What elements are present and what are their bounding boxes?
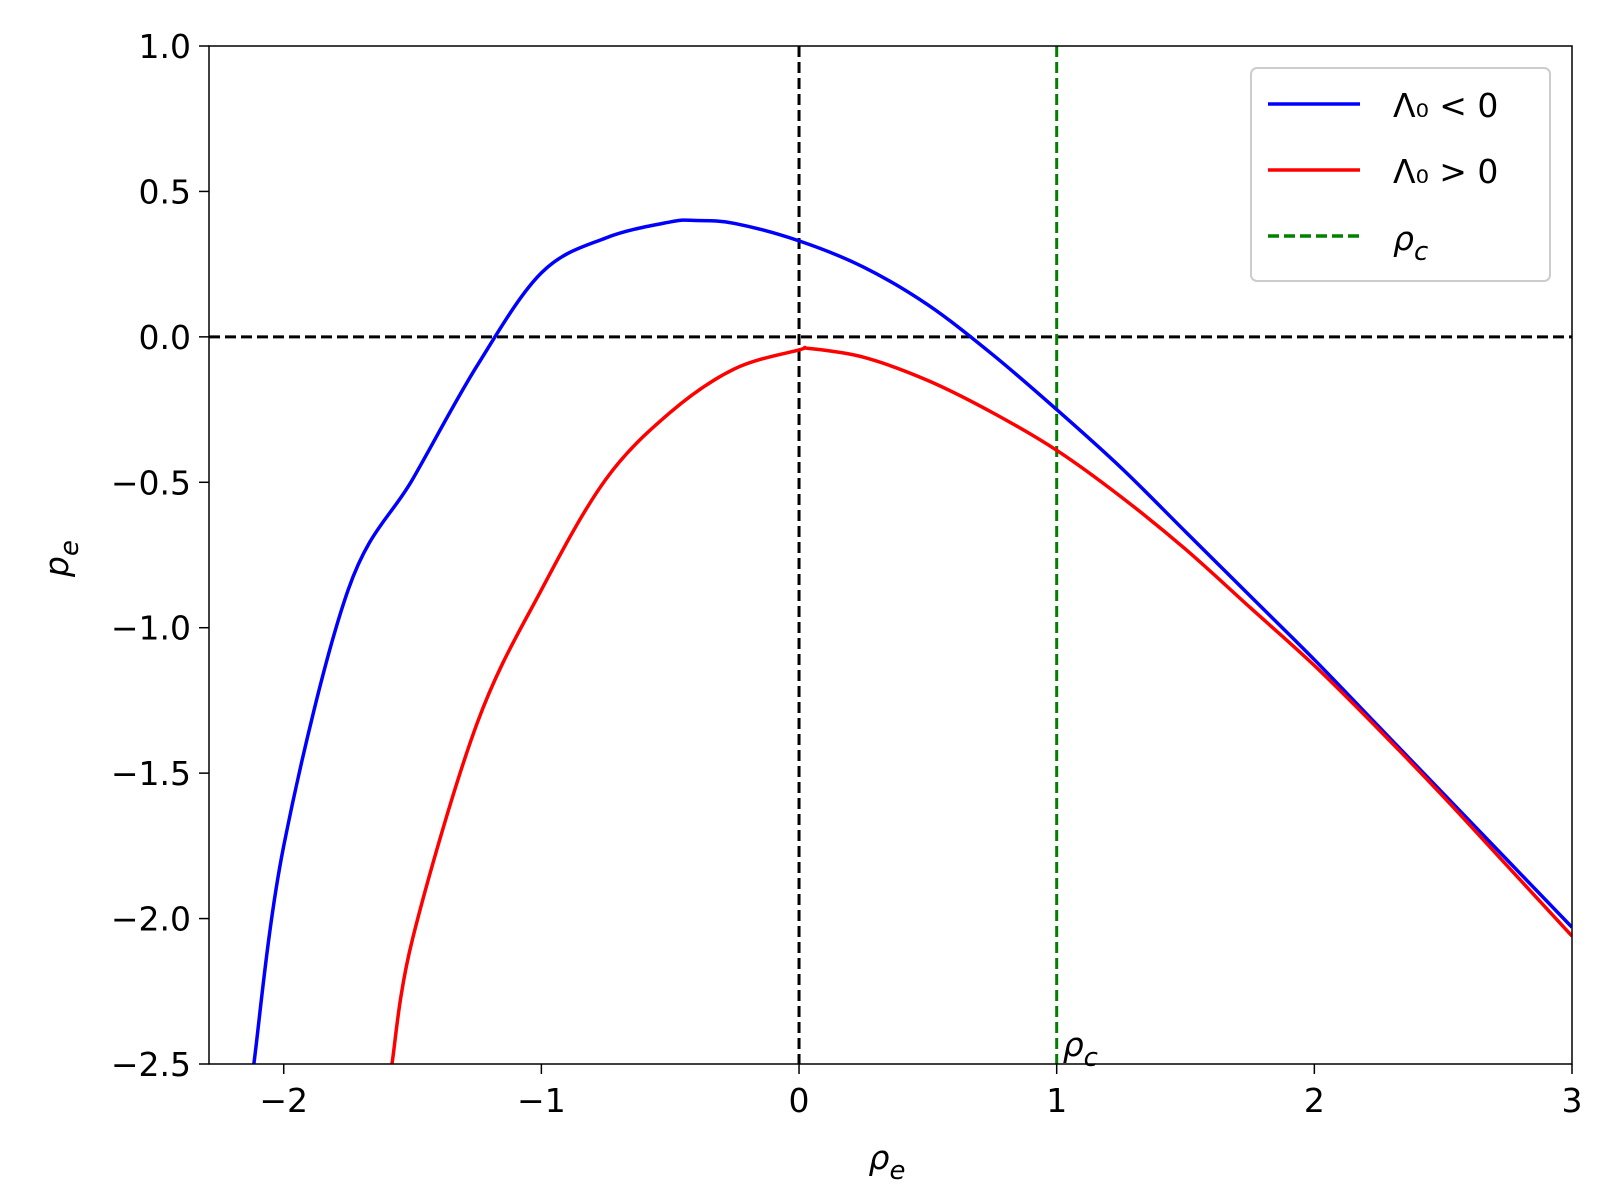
x-tick-label: −2	[259, 1081, 308, 1120]
annotation-symbol: ρ	[1063, 1025, 1084, 1064]
y-tick-label: 0.5	[139, 172, 191, 211]
plot-frame	[208, 45, 1573, 1065]
x-tick-label: 2	[1304, 1081, 1325, 1120]
annotation-subscript: c	[1084, 1043, 1098, 1073]
legend-label-subscript: c	[1414, 237, 1428, 267]
legend-label: Λ₀ < 0	[1393, 86, 1498, 125]
y-tick-label: −0.5	[111, 463, 191, 502]
series-line	[252, 218, 1572, 1064]
y-tick-label: −2.5	[111, 1045, 191, 1084]
x-tick-label: 1	[1046, 1081, 1067, 1120]
legend-label: Λ₀ > 0	[1393, 152, 1498, 191]
y-tick-label: −1.5	[111, 754, 191, 793]
annotation: ρc	[1063, 1025, 1098, 1073]
x-axis-label: ρe	[869, 1138, 906, 1186]
series-line	[390, 345, 1572, 1064]
x-tick-label: 3	[1562, 1081, 1583, 1120]
x-tick-label: −1	[517, 1081, 566, 1120]
y-tick-label: −1.0	[111, 609, 191, 648]
y-tick-label: 0.0	[139, 318, 191, 357]
x-tick-label: 0	[789, 1081, 810, 1120]
legend-label: ρc	[1393, 219, 1428, 267]
y-axis-label: pe	[37, 540, 85, 578]
y-axis-label-symbol: p	[37, 556, 76, 578]
x-axis-label-subscript: e	[889, 1156, 905, 1186]
y-axis-label-subscript: e	[55, 540, 85, 556]
y-tick-label: −2.0	[111, 900, 191, 939]
x-axis-label-symbol: ρ	[869, 1138, 890, 1177]
y-tick-label: 1.0	[139, 27, 191, 66]
legend-label-symbol: ρ	[1393, 219, 1414, 258]
legend-box	[1250, 67, 1551, 282]
